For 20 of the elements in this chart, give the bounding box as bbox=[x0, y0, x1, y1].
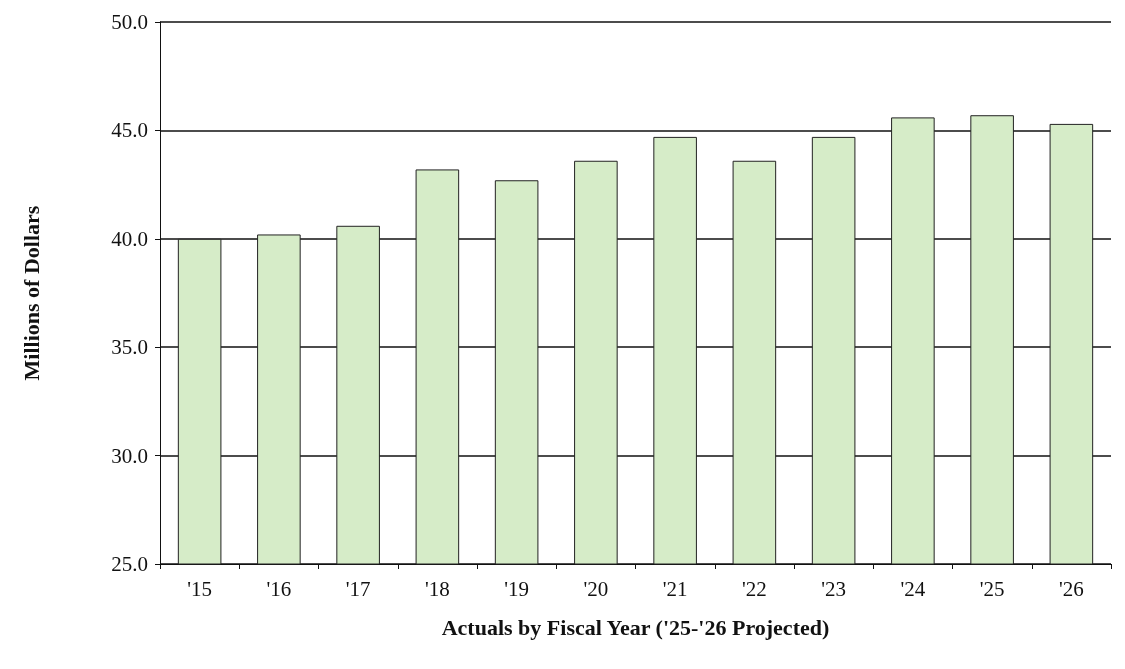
x-axis-title: Actuals by Fiscal Year ('25-'26 Projected) bbox=[441, 614, 830, 640]
x-tick-label: '20 bbox=[583, 576, 609, 601]
y-tick-label: 40.0 bbox=[111, 226, 148, 251]
x-tick-label: '15 bbox=[187, 576, 213, 601]
y-tick-label: 30.0 bbox=[111, 443, 148, 468]
y-tick-label: 50.0 bbox=[111, 10, 148, 34]
x-tick-label: '19 bbox=[504, 576, 530, 601]
x-tick-label: '25 bbox=[979, 576, 1005, 601]
y-axis-title: Millions of Dollars bbox=[18, 205, 44, 381]
y-tick-label: 45.0 bbox=[111, 118, 148, 143]
x-tick-label: '21 bbox=[662, 576, 688, 601]
y-tick-label: 35.0 bbox=[111, 335, 148, 360]
x-tick-label: '26 bbox=[1058, 576, 1084, 601]
x-tick-label: '24 bbox=[900, 576, 926, 601]
x-tick-label: '17 bbox=[345, 576, 371, 601]
x-tick-label: '22 bbox=[741, 576, 767, 601]
x-tick-label: '23 bbox=[821, 576, 847, 601]
x-tick-label: '18 bbox=[424, 576, 450, 601]
x-tick-label: '16 bbox=[266, 576, 292, 601]
y-tick-label: 25.0 bbox=[111, 552, 148, 576]
